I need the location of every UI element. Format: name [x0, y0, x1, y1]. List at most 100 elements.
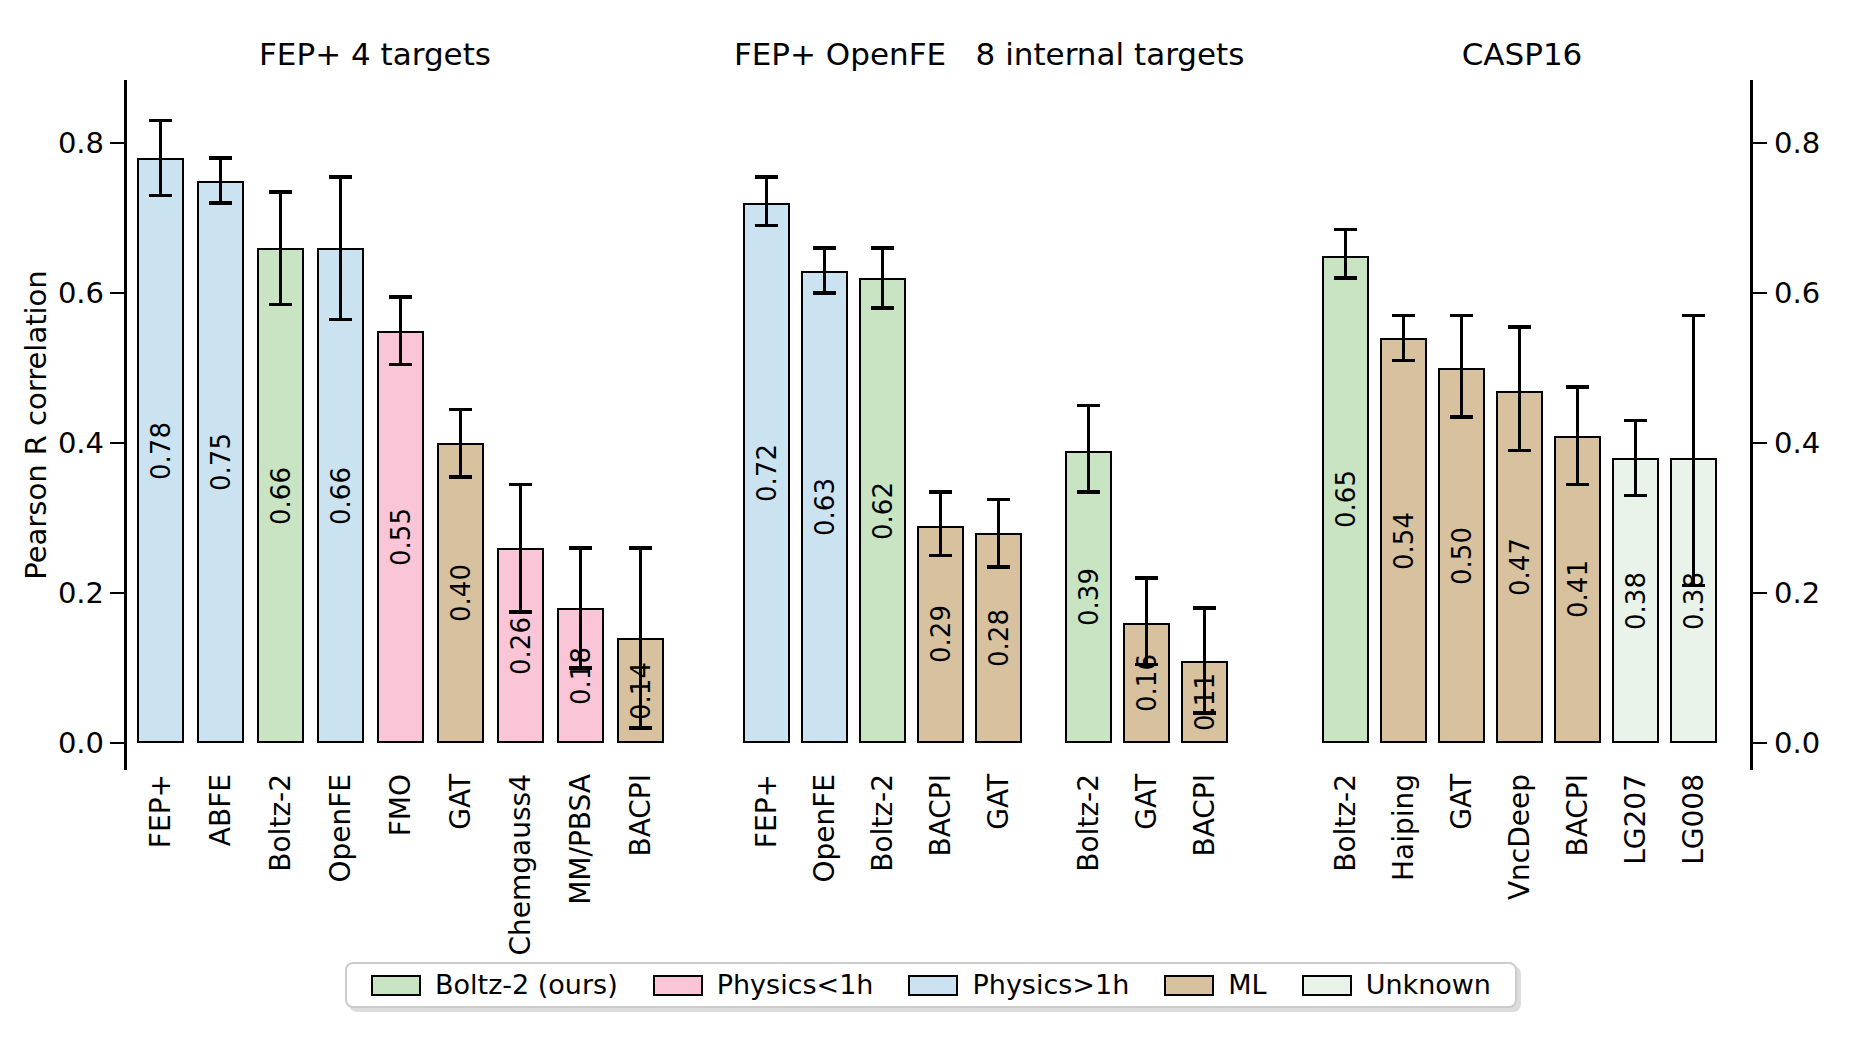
legend: Boltz-2 (ours)Physics<1hPhysics>1hMLUnkn…: [345, 962, 1517, 1008]
error-bar: [1576, 387, 1580, 485]
error-bar-cap-bottom: [1077, 490, 1100, 494]
legend-swatch-physics_gt_1h: [908, 975, 958, 996]
error-bar-cap-top: [449, 408, 472, 412]
bar-value-label: 0.50: [1448, 527, 1476, 585]
error-bar-cap-bottom: [389, 363, 412, 367]
x-tick-label: OpenFE: [810, 774, 840, 883]
bar-value-label: 0.62: [869, 482, 897, 540]
bar-value-label: 0.78: [147, 422, 175, 480]
legend-label: Physics<1h: [717, 970, 874, 1000]
error-bar-cap-bottom: [813, 291, 836, 295]
x-tick-label: LG008: [1679, 774, 1709, 865]
panel-title: 8 internal targets: [976, 37, 1245, 71]
panel-title: CASP16: [1462, 37, 1583, 71]
x-tick-label: Boltz-2: [1074, 774, 1104, 872]
error-bar: [1087, 406, 1091, 492]
error-bar-cap-top: [1077, 404, 1100, 408]
bar-value-label: 0.65: [1332, 470, 1360, 528]
error-bar-cap-bottom: [755, 224, 778, 228]
y-tick-label-left: 0.2: [18, 578, 104, 608]
x-tick-label: Chemgauss4: [506, 774, 536, 955]
error-bar-cap-top: [1135, 576, 1158, 580]
bar-value-label: 0.75: [207, 433, 235, 491]
bar-value-label: 0.40: [447, 564, 475, 622]
error-bar-cap-top: [813, 246, 836, 250]
error-bar-cap-top: [1566, 385, 1589, 389]
x-tick-label: ABFE: [206, 774, 236, 846]
y-tick-left: [110, 592, 124, 595]
legend-label: ML: [1228, 970, 1266, 1000]
error-bar-cap-bottom: [929, 554, 952, 558]
error-bar-cap-bottom: [987, 565, 1010, 569]
error-bar-cap-top: [755, 175, 778, 179]
bar-value-label: 0.66: [327, 467, 355, 525]
error-bar: [1460, 316, 1464, 417]
x-tick-label: GAT: [1447, 774, 1477, 830]
x-tick-label: Boltz-2: [266, 774, 296, 872]
bar-value-label: 0.54: [1390, 512, 1418, 570]
error-bar-cap-bottom: [1566, 483, 1589, 487]
error-bar-cap-top: [987, 498, 1010, 502]
error-bar-cap-top: [509, 483, 532, 487]
x-tick-label: Boltz-2: [1331, 774, 1361, 872]
error-bar-cap-top: [149, 119, 172, 123]
bar-value-label: 0.11: [1191, 673, 1219, 731]
y-tick-label-right: 0.0: [1774, 728, 1820, 758]
x-tick-label: FEP+: [752, 774, 782, 848]
error-bar-cap-top: [1334, 228, 1357, 232]
x-tick-label: VncDeep: [1505, 774, 1535, 900]
error-bar-cap-top: [1508, 325, 1531, 329]
y-tick-left: [110, 142, 124, 145]
x-tick-label: OpenFE: [326, 774, 356, 883]
bar-value-label: 0.41: [1564, 560, 1592, 618]
legend-swatch-boltz2: [371, 975, 421, 996]
bar-value-label: 0.16: [1133, 654, 1161, 712]
y-tick-right: [1753, 442, 1767, 445]
error-bar: [279, 192, 283, 305]
error-bar: [1344, 229, 1348, 278]
y-axis-spine-left: [124, 80, 127, 770]
legend-swatch-ml: [1164, 975, 1214, 996]
error-bar: [399, 297, 403, 365]
error-bar: [881, 248, 885, 308]
y-tick-left: [110, 292, 124, 295]
y-tick-label-right: 0.6: [1774, 278, 1820, 308]
bar-value-label: 0.55: [387, 508, 415, 566]
error-bar-cap-bottom: [269, 303, 292, 307]
error-bar-cap-top: [929, 490, 952, 494]
y-tick-right: [1753, 142, 1767, 145]
y-tick-label-right: 0.8: [1774, 128, 1820, 158]
error-bar-cap-bottom: [629, 726, 652, 730]
error-bar-cap-bottom: [871, 306, 894, 310]
error-bar: [519, 484, 523, 612]
error-bar: [159, 121, 163, 196]
error-bar: [1402, 316, 1406, 361]
y-tick-label-left: 0.8: [18, 128, 104, 158]
error-bar-cap-bottom: [1392, 359, 1415, 363]
error-bar: [765, 177, 769, 226]
error-bar-cap-top: [209, 156, 232, 160]
error-bar-cap-top: [1624, 419, 1647, 423]
error-bar-cap-bottom: [329, 318, 352, 322]
x-tick-label: BACPI: [1190, 774, 1220, 857]
bar-value-label: 0.66: [267, 467, 295, 525]
y-axis-label: Pearson R correlation: [21, 270, 51, 579]
x-tick-label: FMO: [386, 774, 416, 836]
error-bar: [459, 409, 463, 477]
y-tick-label-left: 0.0: [18, 728, 104, 758]
y-tick-label-right: 0.4: [1774, 428, 1820, 458]
legend-item: Unknown: [1302, 970, 1491, 1000]
error-bar: [1518, 327, 1522, 451]
figure: 0.00.00.20.20.40.40.60.60.80.8Pearson R …: [0, 0, 1852, 1046]
error-bar: [997, 499, 1001, 567]
error-bar: [1634, 421, 1638, 496]
legend-item: Physics<1h: [653, 970, 874, 1000]
legend-item: Boltz-2 (ours): [371, 970, 618, 1000]
x-tick-label: MM/PBSA: [566, 774, 596, 905]
error-bar-cap-bottom: [1450, 415, 1473, 419]
error-bar: [939, 492, 943, 556]
x-tick-label: GAT: [1132, 774, 1162, 830]
bar-value-label: 0.39: [1075, 568, 1103, 626]
error-bar-cap-top: [329, 175, 352, 179]
error-bar: [339, 177, 343, 320]
